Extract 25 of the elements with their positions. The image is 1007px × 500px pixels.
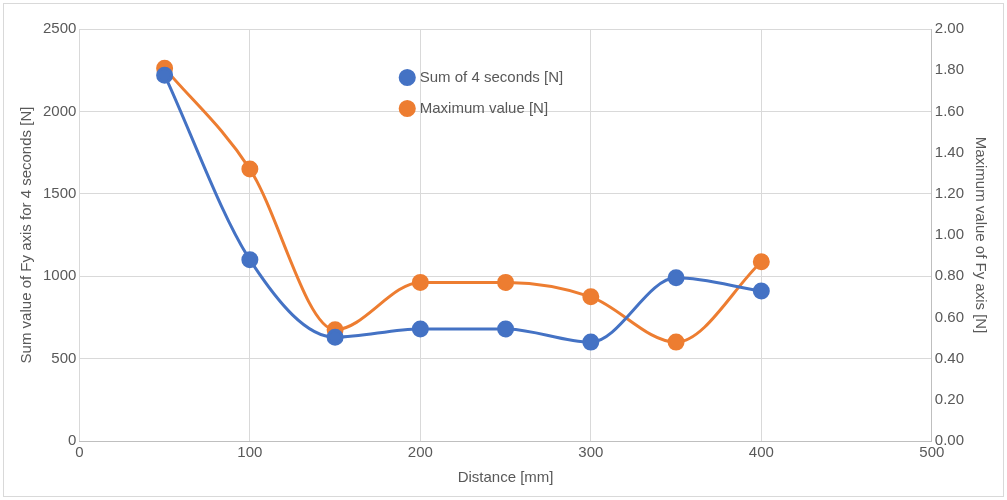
y2-axis-title: Maximum value of Fy axis [N] xyxy=(972,136,990,334)
y-tick-label: 500 xyxy=(51,348,77,366)
x-tick-label: 300 xyxy=(578,443,604,461)
x-tick-label: 200 xyxy=(407,443,433,461)
y2-tick-label: 0.20 xyxy=(934,389,965,407)
y-tick-label: 2500 xyxy=(42,19,77,37)
y-tick-label: 1000 xyxy=(42,266,77,284)
y-axis-title: Sum value of Fy axis for 4 seconds [N] xyxy=(17,106,35,364)
x-axis-title: Distance [mm] xyxy=(457,468,554,486)
y2-tick-label: 1.80 xyxy=(934,60,965,78)
legend-label: Maximum value [N] xyxy=(419,98,549,116)
y2-tick-label: 1.40 xyxy=(934,142,965,160)
x-tick-label: 400 xyxy=(748,443,774,461)
y-tick-label: 1500 xyxy=(42,183,77,201)
y2-tick-label: 0.40 xyxy=(934,348,965,366)
y-tick-label: 0 xyxy=(68,431,77,449)
y2-tick-label: 2.00 xyxy=(934,19,965,37)
y2-tick-label: 1.60 xyxy=(934,101,965,119)
x-tick-label: 100 xyxy=(237,443,263,461)
y2-tick-label: 0.80 xyxy=(934,266,965,284)
y2-tick-label: 1.20 xyxy=(934,183,965,201)
y2-tick-label: 0.60 xyxy=(934,307,965,325)
y-tick-label: 2000 xyxy=(42,101,77,119)
y2-tick-label: 1.00 xyxy=(934,225,965,243)
legend-label: Sum of 4 seconds [N] xyxy=(419,67,564,85)
